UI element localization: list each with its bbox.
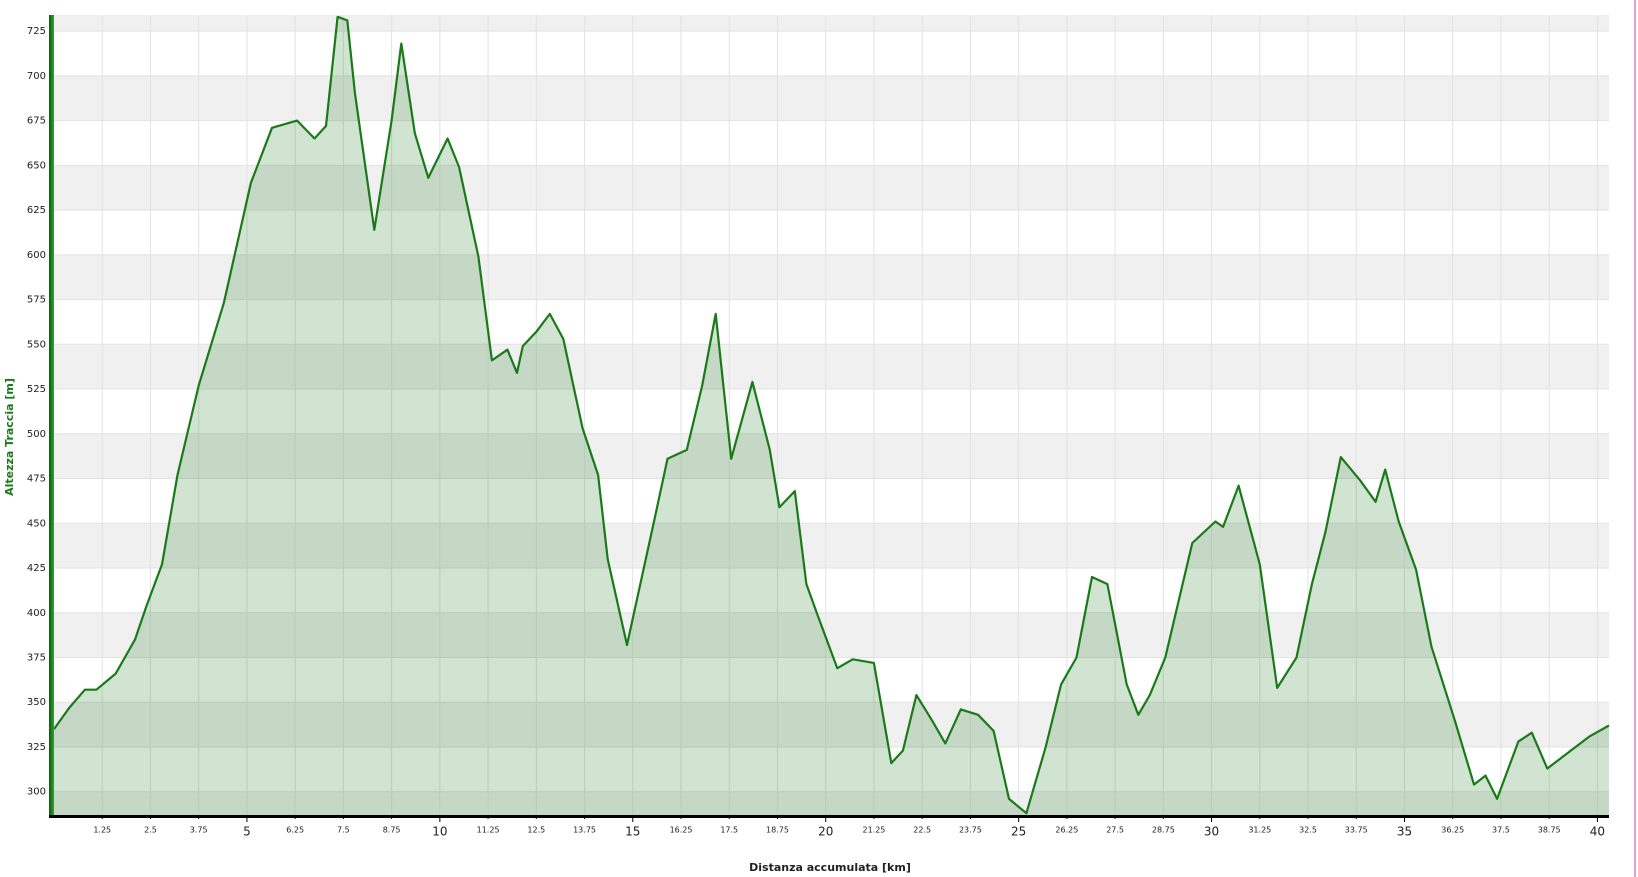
y-tick-label: 450: [27, 518, 46, 529]
band: [54, 702, 1609, 747]
y-tick-label: 325: [27, 742, 46, 753]
x-tick-label: 11.25: [477, 826, 500, 835]
x-tick-label: 20: [818, 825, 833, 839]
y-tick-label: 525: [27, 384, 46, 395]
x-tick-label: 3.75: [190, 826, 208, 835]
y-tick-label: 550: [27, 339, 46, 350]
x-tick-label: 38.75: [1538, 826, 1561, 835]
x-tick-label: 13.75: [573, 826, 596, 835]
y-tick-label: 625: [27, 205, 46, 216]
x-tick-label: 6.25: [286, 826, 304, 835]
x-tick-label: 5: [243, 825, 251, 839]
y-tick-label: 600: [27, 250, 46, 261]
y-tick-label: 650: [27, 160, 46, 171]
x-tick-label: 31.25: [1248, 826, 1271, 835]
x-tick-label: 35: [1397, 825, 1412, 839]
x-tick-label: 25: [1011, 825, 1026, 839]
band: [54, 344, 1609, 390]
x-tick-label: 28.75: [1152, 826, 1175, 835]
band: [54, 254, 1609, 300]
x-tick-label: 2.5: [144, 826, 157, 835]
x-tick-label: 1.25: [93, 826, 111, 835]
band: [54, 523, 1609, 569]
x-tick-label: 40: [1590, 825, 1605, 839]
elevation-line: [53, 15, 1610, 815]
y-tick-label: 475: [27, 474, 46, 485]
y-tick-label: 700: [27, 71, 46, 82]
y-tick-label: 375: [27, 653, 46, 664]
x-tick-label: 18.75: [766, 826, 789, 835]
x-tick-label: 36.25: [1441, 826, 1464, 835]
y-tick-label: 500: [27, 429, 46, 440]
band: [54, 75, 1609, 121]
x-tick-label: 33.75: [1345, 826, 1368, 835]
x-tick-label: 37.5: [1492, 826, 1510, 835]
x-tick-label: 15: [625, 825, 640, 839]
x-tick-label: 7.5: [337, 826, 350, 835]
x-tick-label: 10: [432, 825, 447, 839]
area-fill: [54, 16, 1609, 816]
band: [54, 791, 1609, 815]
x-tick-label: 16.25: [670, 826, 693, 835]
x-tick-label: 23.75: [959, 826, 982, 835]
y-tick-label: 300: [27, 787, 46, 798]
band: [54, 165, 1609, 211]
band: [54, 15, 1609, 32]
x-tick-label: 32.5: [1299, 826, 1317, 835]
y-tick-label: 425: [27, 563, 46, 574]
x-tick-label: 27.5: [1106, 826, 1124, 835]
x-tick-label: 30: [1204, 825, 1219, 839]
x-tick-label: 21.25: [862, 826, 885, 835]
y-tick-label: 350: [27, 697, 46, 708]
x-tick-label: 22.5: [913, 826, 931, 835]
y-tick-label: 575: [27, 295, 46, 306]
y-tick-label: 675: [27, 116, 46, 127]
y-tick-label: 725: [27, 26, 46, 37]
y-axis: [49, 15, 54, 818]
y-tick-label: 400: [27, 608, 46, 619]
x-axis-title: Distanza accumulata [km]: [749, 861, 911, 874]
x-tick-label: 8.75: [383, 826, 401, 835]
x-tick-label: 17.5: [720, 826, 738, 835]
x-tick-label: 12.5: [527, 826, 545, 835]
y-axis-title: Altezza Traccia [m]: [3, 378, 16, 496]
x-tick-label: 26.25: [1055, 826, 1078, 835]
band: [54, 433, 1609, 479]
